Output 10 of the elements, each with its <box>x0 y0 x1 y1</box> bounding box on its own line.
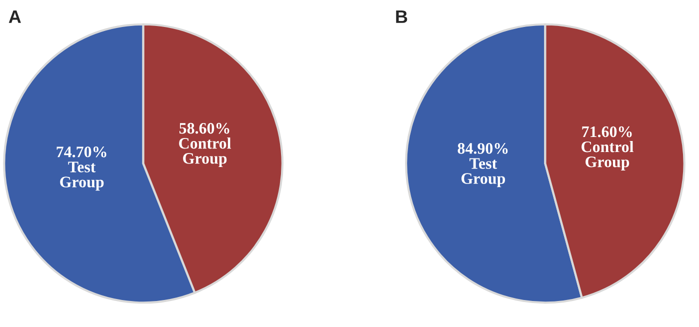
slice-label: Test Group <box>60 162 104 191</box>
data-label: 84.90% <box>458 143 508 154</box>
data-label: 71.60% <box>582 126 632 138</box>
slice-label: Control Group <box>582 140 634 170</box>
slice-label: Control Group <box>179 137 231 168</box>
data-label: 74.70% <box>56 146 106 158</box>
chart-title: A <box>8 10 21 23</box>
data-label: 58.60% <box>179 122 230 134</box>
chart-title: B <box>396 10 408 23</box>
slice-label: Test Group <box>461 158 506 188</box>
